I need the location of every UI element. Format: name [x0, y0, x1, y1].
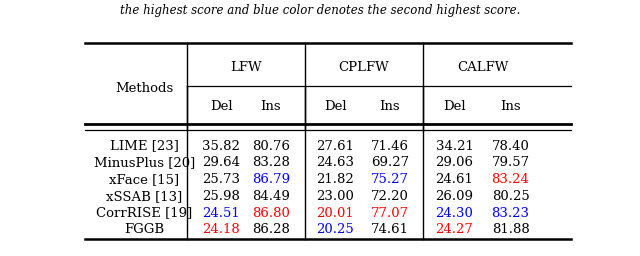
Text: Del: Del [210, 100, 233, 113]
Text: 86.28: 86.28 [252, 223, 290, 236]
Text: 34.21: 34.21 [436, 140, 474, 153]
Text: 74.61: 74.61 [371, 223, 409, 236]
Text: 25.98: 25.98 [202, 190, 240, 203]
Text: 86.79: 86.79 [252, 173, 290, 186]
Text: 20.25: 20.25 [317, 223, 355, 236]
Text: the highest score and blue color denotes the second highest score.: the highest score and blue color denotes… [120, 4, 520, 17]
Text: 84.49: 84.49 [252, 190, 290, 203]
Text: 83.24: 83.24 [492, 173, 529, 186]
Text: Del: Del [324, 100, 347, 113]
Text: 25.73: 25.73 [202, 173, 241, 186]
Text: 24.51: 24.51 [202, 207, 240, 220]
Text: Ins: Ins [260, 100, 281, 113]
Text: 27.61: 27.61 [316, 140, 355, 153]
Text: 86.80: 86.80 [252, 207, 290, 220]
Text: 71.46: 71.46 [371, 140, 409, 153]
Text: MinusPlus [20]: MinusPlus [20] [94, 156, 195, 169]
Text: Ins: Ins [500, 100, 521, 113]
Text: 24.63: 24.63 [316, 156, 355, 169]
Text: 83.28: 83.28 [252, 156, 290, 169]
Text: CPLFW: CPLFW [339, 61, 389, 74]
Text: Ins: Ins [380, 100, 400, 113]
Text: 80.76: 80.76 [252, 140, 290, 153]
Text: 26.09: 26.09 [435, 190, 474, 203]
Text: 78.40: 78.40 [492, 140, 529, 153]
Text: Methods: Methods [115, 82, 173, 95]
Text: 77.07: 77.07 [371, 207, 409, 220]
Text: 81.88: 81.88 [492, 223, 529, 236]
Text: 24.61: 24.61 [436, 173, 474, 186]
Text: 24.18: 24.18 [202, 223, 240, 236]
Text: 24.27: 24.27 [436, 223, 474, 236]
Text: 83.23: 83.23 [492, 207, 529, 220]
Text: LFW: LFW [230, 61, 262, 74]
Text: CALFW: CALFW [457, 61, 508, 74]
Text: 80.25: 80.25 [492, 190, 529, 203]
Text: 21.82: 21.82 [317, 173, 355, 186]
Text: LIME [23]: LIME [23] [110, 140, 179, 153]
Text: 20.01: 20.01 [317, 207, 355, 220]
Text: 29.64: 29.64 [202, 156, 241, 169]
Text: 72.20: 72.20 [371, 190, 409, 203]
Text: CorrRISE [19]: CorrRISE [19] [97, 207, 193, 220]
Text: 29.06: 29.06 [435, 156, 474, 169]
Text: 35.82: 35.82 [202, 140, 240, 153]
Text: Del: Del [443, 100, 466, 113]
Text: xFace [15]: xFace [15] [109, 173, 180, 186]
Text: 79.57: 79.57 [492, 156, 529, 169]
Text: 24.30: 24.30 [436, 207, 474, 220]
Text: 69.27: 69.27 [371, 156, 409, 169]
Text: FGGB: FGGB [124, 223, 164, 236]
Text: 23.00: 23.00 [317, 190, 355, 203]
Text: 75.27: 75.27 [371, 173, 409, 186]
Text: xSSAB [13]: xSSAB [13] [106, 190, 182, 203]
